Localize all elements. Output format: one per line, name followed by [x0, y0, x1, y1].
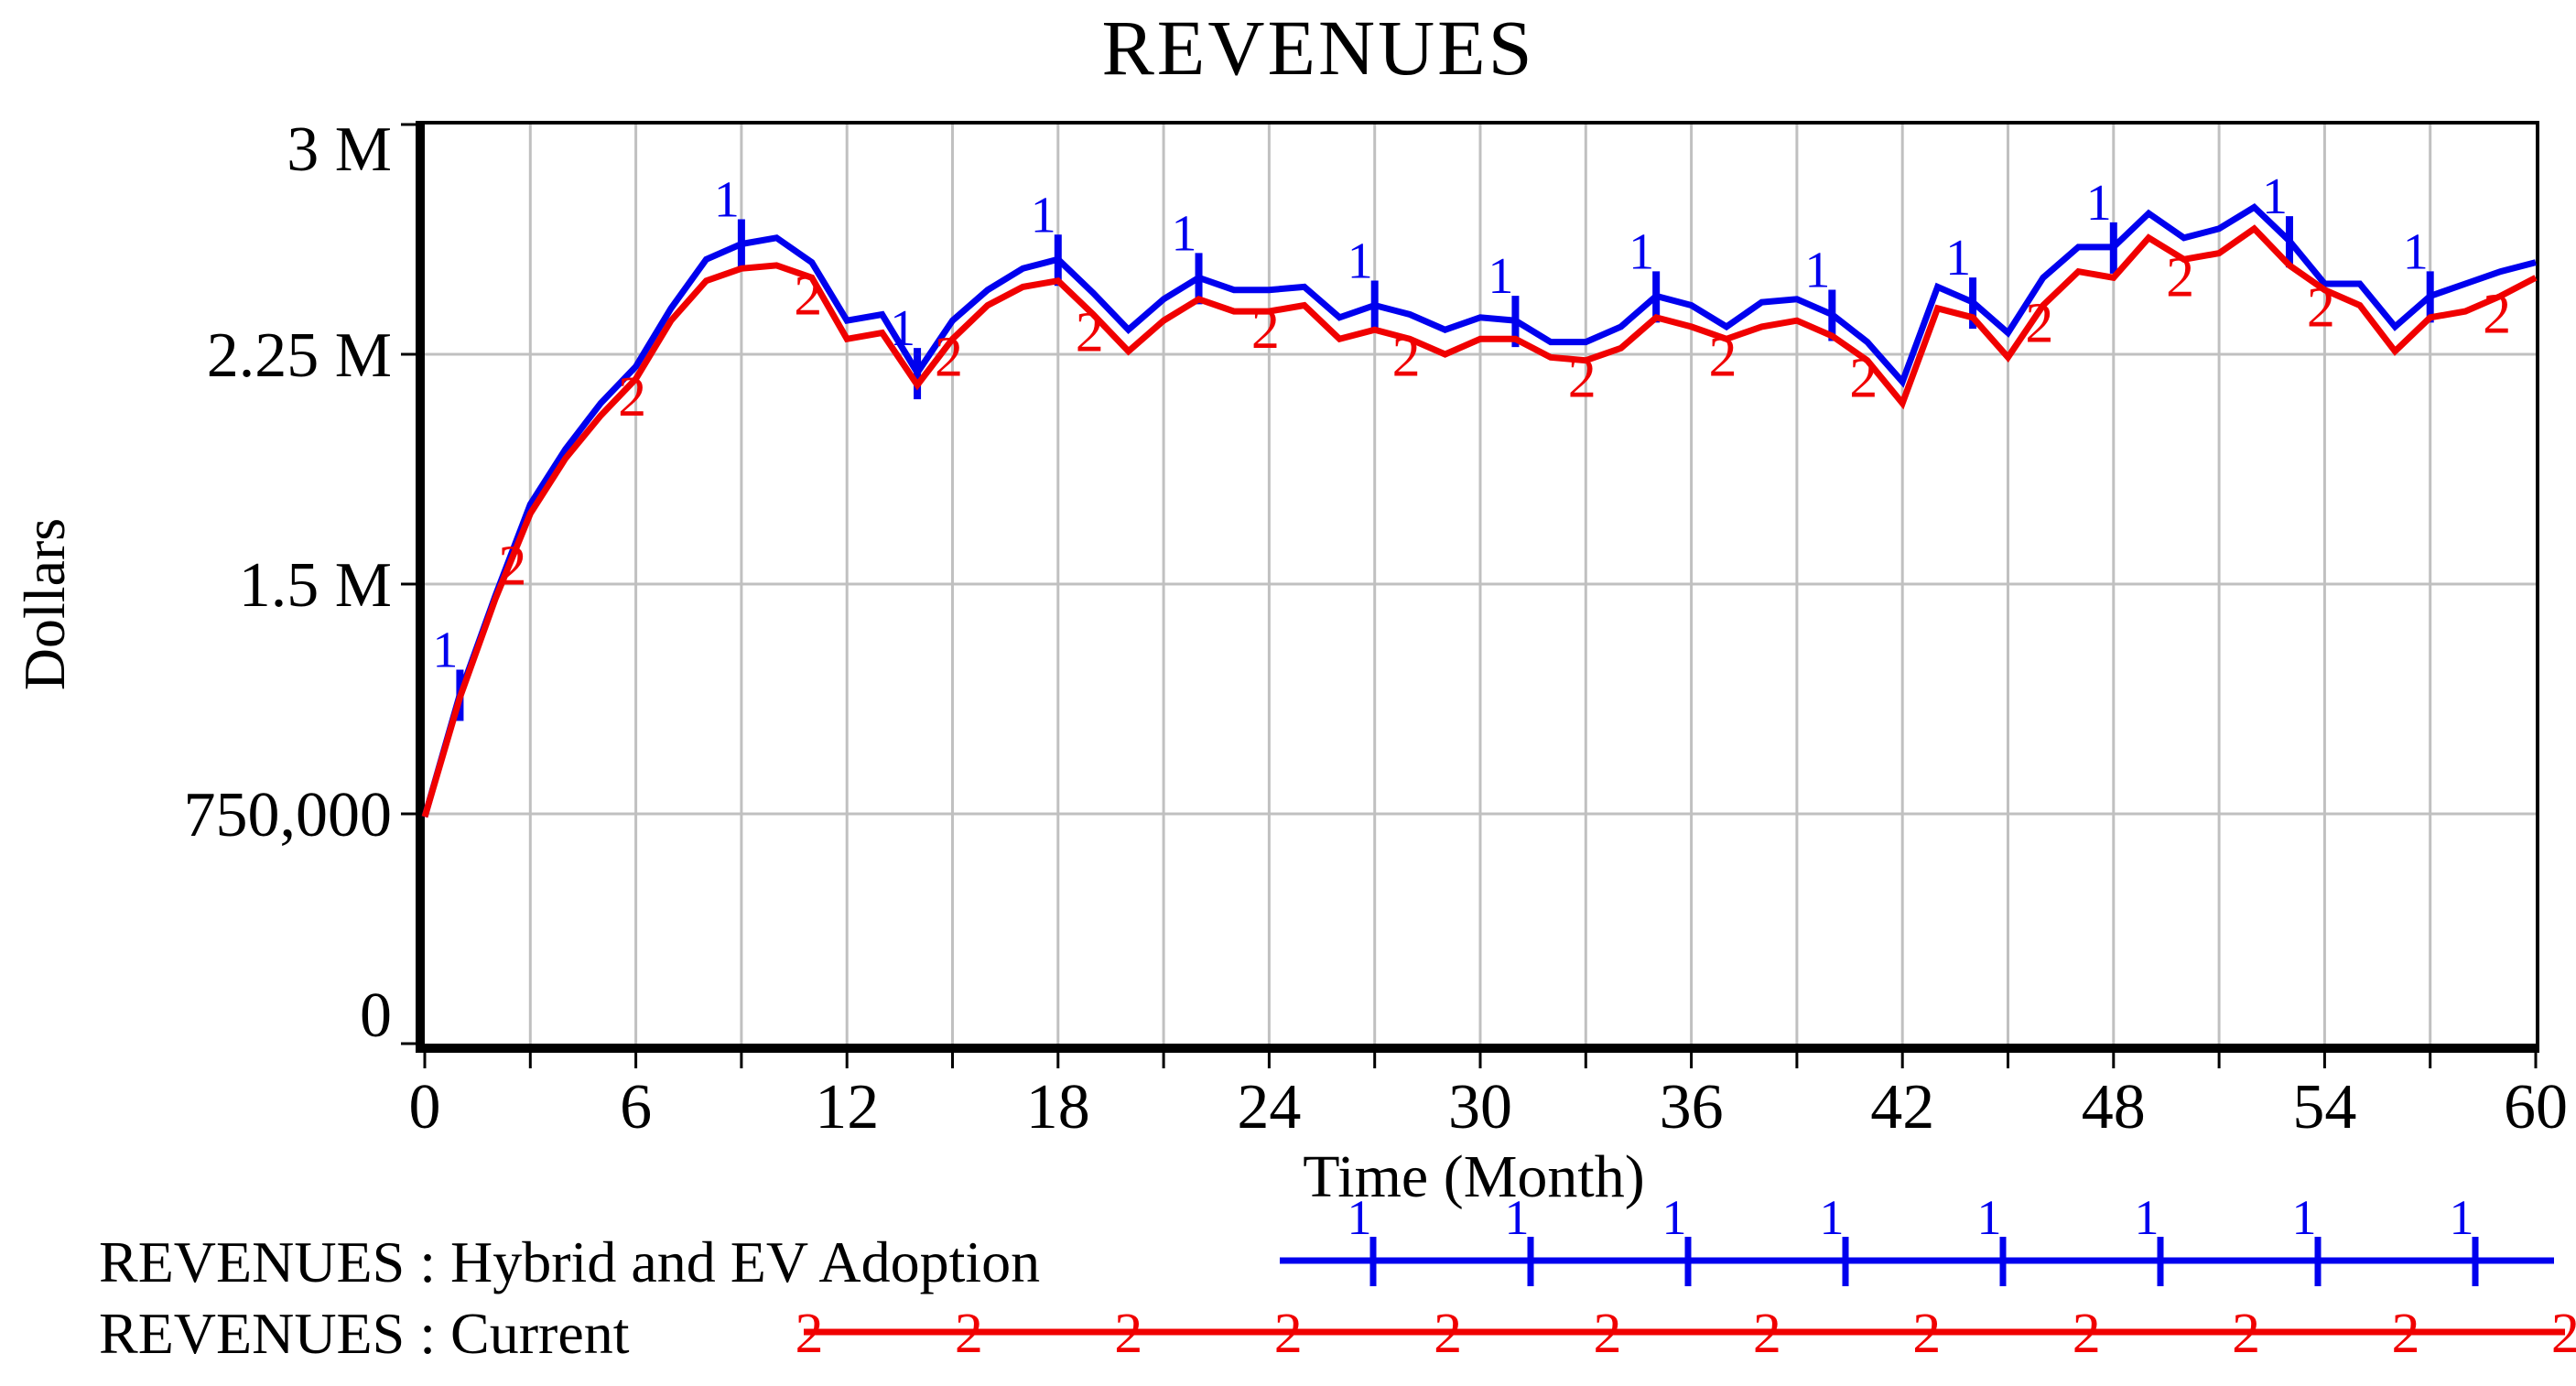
line-marker-digit: 2 — [498, 536, 526, 598]
line-marker-digit: 2 — [618, 366, 646, 428]
x-tick-label: 54 — [2292, 1072, 2356, 1142]
line-marker-digit: 1 — [1945, 230, 1971, 287]
legend-marker-digit: 2 — [2232, 1303, 2260, 1365]
series-line-1 — [421, 203, 2537, 818]
x-tick-label: 24 — [1237, 1072, 1301, 1142]
line-marker-digit: 2 — [2307, 277, 2335, 340]
line-marker-digit: 2 — [794, 265, 822, 327]
line-marker-digit: 1 — [2403, 223, 2429, 280]
line-marker-digit: 2 — [2166, 246, 2194, 309]
line-marker-digit: 1 — [1804, 242, 1830, 298]
legend-marker-digit: 1 — [1977, 1190, 2002, 1245]
y-tick-label: 1.5 M — [239, 550, 392, 621]
legend-marker-digit: 2 — [1434, 1303, 1462, 1365]
x-tick-label: 18 — [1026, 1072, 1090, 1142]
line-marker-digit: 1 — [2262, 168, 2288, 225]
line-marker-digit: 2 — [1849, 348, 1878, 410]
line-marker-digit: 1 — [1348, 233, 1373, 289]
x-tick-labels: 0 6 12 18 24 30 36 42 48 54 60 — [409, 1072, 2569, 1142]
y-tick-label: 0 — [360, 980, 392, 1051]
line-marker-digit: 1 — [2086, 175, 2112, 232]
legend-line-2: 2 2 2 2 2 2 2 2 2 2 2 2 — [796, 1303, 2576, 1365]
line-marker-digit: 2 — [1392, 326, 1421, 388]
line-marker-digit: 1 — [1031, 187, 1056, 244]
legend-marker-digit: 2 — [2392, 1303, 2420, 1365]
x-tick-label: 48 — [2082, 1072, 2146, 1142]
legend-line-1: 1 1 1 1 1 1 1 1 — [1280, 1190, 2554, 1286]
legend-marker-digit: 2 — [1274, 1303, 1303, 1365]
legend-marker-digit: 2 — [1753, 1303, 1781, 1365]
x-tick-label: 30 — [1448, 1072, 1512, 1142]
y-axis-title: Dollars — [12, 517, 77, 691]
line-marker-digit: 2 — [1076, 301, 1104, 363]
legend-marker-digit: 1 — [2450, 1190, 2474, 1245]
plot-border — [416, 121, 2539, 1053]
line-marker-digit: 1 — [1172, 205, 1197, 262]
x-tick-label: 42 — [1870, 1072, 1934, 1142]
legend-marker-digit: 2 — [1912, 1303, 1941, 1365]
series-markers-2: 2 2 2 2 2 2 2 2 2 2 2 2 2 2 — [498, 246, 2511, 597]
line-marker-digit: 1 — [714, 172, 740, 229]
series-path-1 — [421, 203, 2537, 818]
legend-marker-digit: 2 — [955, 1303, 983, 1365]
legend-marker-digit: 2 — [1114, 1303, 1142, 1365]
line-marker-digit: 2 — [2483, 283, 2511, 345]
line-marker-digit: 2 — [2025, 292, 2053, 354]
legend-marker-digit: 2 — [2073, 1303, 2101, 1365]
legend-label-series1: REVENUES : Hybrid and EV Adoption — [99, 1229, 1041, 1294]
legend-marker-digit: 2 — [1594, 1303, 1622, 1365]
y-tick-labels: 3 M 2.25 M 1.5 M 750,000 0 — [184, 114, 393, 1051]
line-marker-digit: 2 — [1709, 326, 1737, 388]
series-line-2 — [421, 224, 2538, 818]
line-marker-digit: 2 — [935, 326, 963, 388]
legend-marker-digit: 1 — [1348, 1190, 1372, 1245]
legend-marker-digit: 1 — [2292, 1190, 2317, 1245]
legend-marker-digit: 1 — [1505, 1190, 1530, 1245]
legend-marker-digit: 1 — [1662, 1190, 1687, 1245]
x-tick-label: 36 — [1660, 1072, 1724, 1142]
x-tick-label: 0 — [409, 1072, 441, 1142]
line-marker-digit: 1 — [1488, 248, 1513, 305]
line-marker-digit: 1 — [432, 622, 458, 678]
x-tick-label: 6 — [620, 1072, 652, 1142]
line-marker-digit: 2 — [1251, 298, 1280, 361]
y-tick-label: 3 M — [287, 114, 392, 185]
legend-label-series2: REVENUES : Current — [99, 1301, 630, 1366]
x-tick-label: 12 — [815, 1072, 879, 1142]
axis-ticks — [401, 123, 2538, 1068]
x-tick-label: 60 — [2504, 1072, 2568, 1142]
y-tick-label: 2.25 M — [207, 320, 392, 391]
legend-marker-digit: 1 — [2135, 1190, 2159, 1245]
line-marker-digit: 2 — [1568, 348, 1596, 410]
x-axis-title: Time (Month) — [1303, 1143, 1645, 1210]
line-marker-digit: 1 — [1629, 223, 1654, 280]
legend-marker-digit: 1 — [1820, 1190, 1845, 1245]
y-gridlines — [425, 352, 2536, 816]
legend-marker-digit: 2 — [2551, 1303, 2576, 1365]
series-path-2 — [421, 224, 2538, 818]
chart-title: REVENUES — [1101, 4, 1535, 92]
y-tick-label: 750,000 — [184, 780, 393, 850]
legend-marker-digit: 2 — [796, 1303, 824, 1365]
